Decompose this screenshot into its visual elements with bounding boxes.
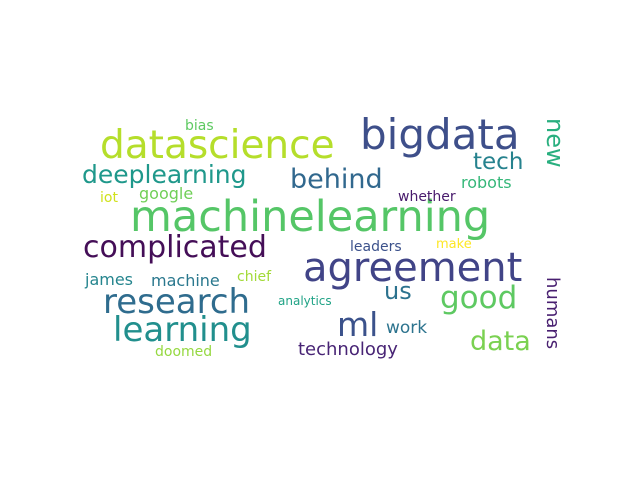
word-us: us — [384, 277, 412, 305]
word-google: google — [139, 184, 194, 203]
word-bias: bias — [185, 118, 214, 134]
word-analytics: analytics — [278, 294, 332, 308]
word-doomed: doomed — [155, 344, 213, 360]
word-ml: ml — [337, 305, 379, 344]
word-robots: robots — [461, 173, 512, 192]
word-machine: machine — [151, 271, 220, 290]
word-machinelearning: machinelearning — [130, 192, 491, 242]
word-good: good — [440, 280, 518, 316]
word-work: work — [386, 318, 428, 338]
word-bigdata: bigdata — [360, 110, 520, 159]
word-tech: tech — [473, 149, 524, 175]
word-learning: learning — [113, 310, 252, 350]
word-datascience: datascience — [100, 123, 335, 168]
word-deeplearning: deeplearning — [82, 160, 247, 189]
word-iot: iot — [100, 190, 118, 206]
word-technology: technology — [298, 339, 398, 360]
word-new: new — [541, 118, 569, 168]
word-humans: humans — [542, 277, 563, 350]
word-whether: whether — [398, 189, 456, 205]
word-behind: behind — [290, 164, 383, 195]
word-chief: chief — [237, 269, 272, 285]
word-complicated: complicated — [83, 230, 267, 265]
word-james: james — [85, 270, 134, 289]
word-research: research — [103, 282, 251, 322]
word-leaders: leaders — [350, 239, 402, 255]
word-agreement: agreement — [303, 245, 523, 291]
word-data: data — [470, 326, 531, 357]
word-make: make — [436, 237, 472, 252]
